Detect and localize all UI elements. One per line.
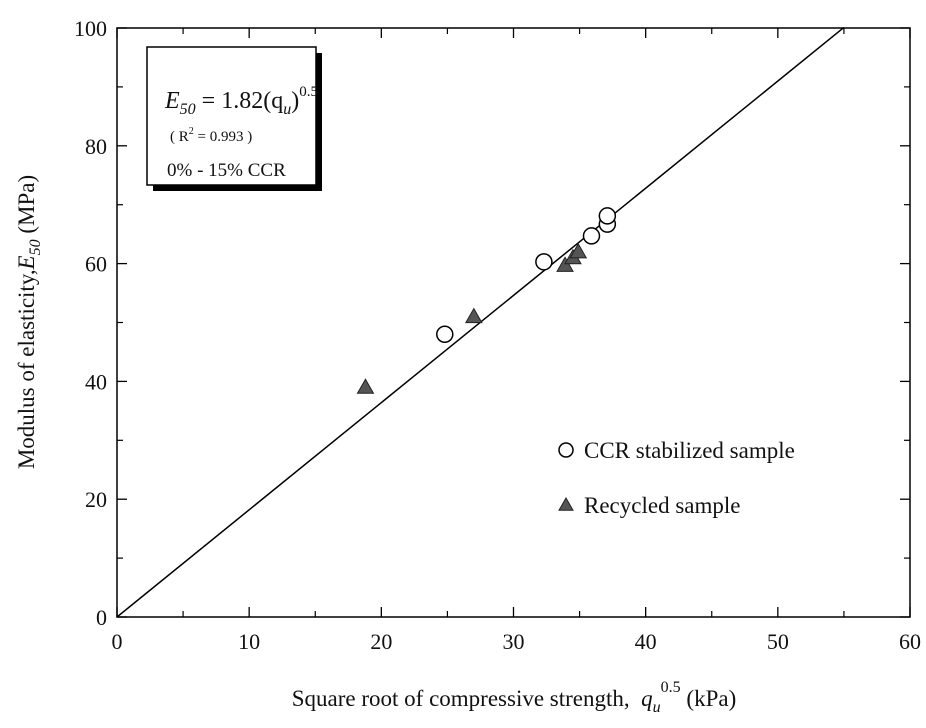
data-point <box>356 378 375 394</box>
x-tick-label: 20 <box>370 629 392 654</box>
legend-label: Recycled sample <box>584 493 740 518</box>
y-axis-label: Modulus of elasticity,E50 (MPa) <box>14 175 44 469</box>
x-axis-label: Square root of compressive strength, qu0… <box>292 679 736 716</box>
data-point <box>436 325 454 344</box>
x-tick-label: 10 <box>238 629 260 654</box>
r-squared: ( R2 = 0.993 ) <box>170 126 252 145</box>
x-tick-label: 0 <box>112 629 123 654</box>
y-tick-label: 0 <box>96 605 107 630</box>
data-point <box>569 242 588 259</box>
data-point <box>556 256 574 272</box>
x-tick-label: 30 <box>503 629 525 654</box>
y-tick-label: 40 <box>85 369 107 394</box>
legend-label: CCR stabilized sample <box>584 438 795 463</box>
x-tick-label: 60 <box>899 629 921 654</box>
legend-marker <box>558 496 574 511</box>
data-point <box>598 207 617 225</box>
y-tick-label: 20 <box>85 487 107 512</box>
y-tick-label: 80 <box>85 134 107 159</box>
data-point <box>535 253 553 271</box>
annotation-box <box>146 46 317 186</box>
data-point <box>464 307 483 324</box>
y-tick-label: 100 <box>74 16 107 41</box>
x-tick-label: 50 <box>767 629 789 654</box>
annotation-note: 0% - 15% CCR <box>167 160 286 181</box>
legend-marker <box>558 442 574 458</box>
equation: E50 = 1.82(qu)0.5 <box>164 84 318 118</box>
x-tick-label: 40 <box>635 629 657 654</box>
y-tick-label: 60 <box>85 252 107 277</box>
data-point <box>582 227 601 245</box>
